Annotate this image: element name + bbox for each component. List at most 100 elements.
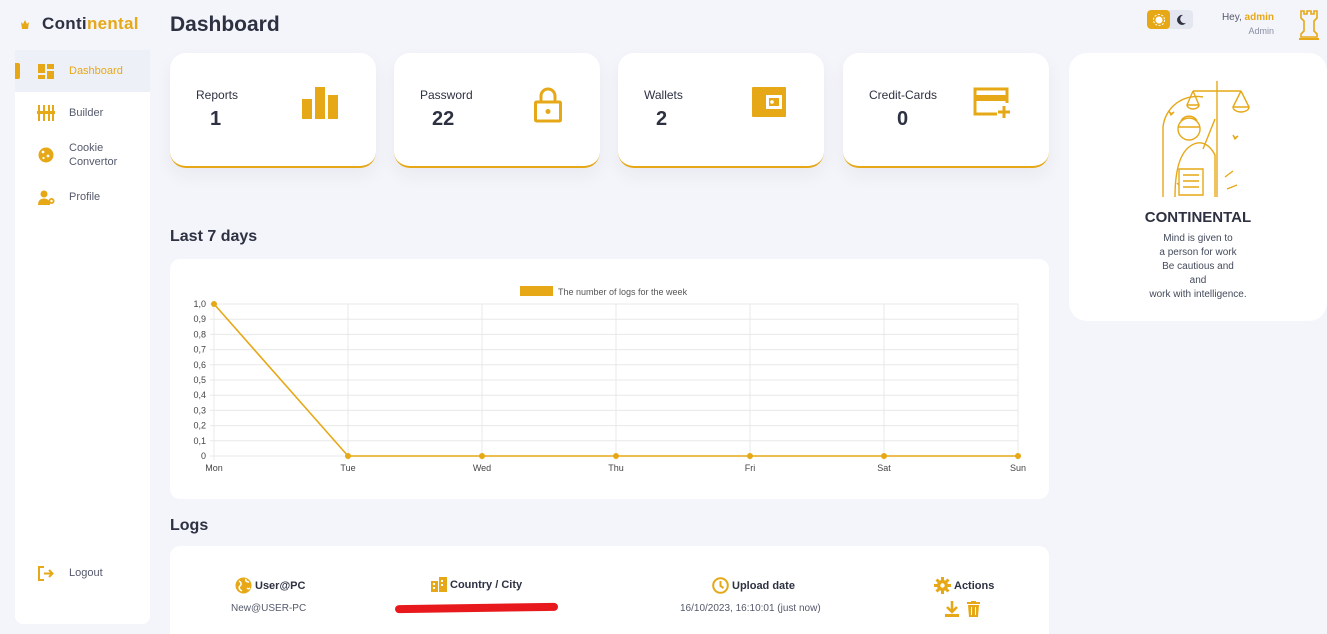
stat-card-password[interactable]: Password 22 (394, 53, 600, 168)
motto-line: and (1189, 275, 1207, 286)
sidebar-item-builder[interactable]: Builder (15, 92, 150, 134)
data-point (881, 453, 887, 459)
x-tick-label: Thu (608, 463, 624, 473)
motto-line: Be cautious and (1162, 261, 1234, 272)
column-header-label: Actions (954, 579, 995, 592)
moon-icon[interactable] (1170, 10, 1193, 29)
trash-icon[interactable] (967, 601, 980, 617)
y-tick-label: 0,4 (193, 390, 206, 400)
stat-card-reports[interactable]: Reports 1 (170, 53, 376, 168)
data-point (345, 453, 351, 459)
stat-label: Wallets (644, 88, 683, 102)
y-tick-label: 0,3 (193, 405, 206, 415)
stat-value: 0 (897, 108, 909, 130)
legend-label: The number of logs for the week (558, 287, 688, 297)
clock-icon (712, 577, 729, 594)
y-tick-label: 0,7 (193, 345, 206, 355)
profile-name: CONTINENTAL (1144, 209, 1252, 226)
user-greeting: Hey, admin Admin (1200, 12, 1274, 36)
username: admin (1244, 12, 1274, 23)
y-tick-label: 0,5 (193, 375, 206, 385)
lock-icon (534, 87, 562, 128)
x-tick-label: Wed (473, 463, 491, 473)
chart-card: 1,0 0,9 0,8 0,7 0,6 0,5 0,4 0,3 0,2 0,1 0 Mon Tue Wed… (170, 259, 1049, 499)
sun-icon[interactable] (1147, 10, 1170, 29)
stat-label: Credit-Cards (869, 88, 938, 102)
x-tick-label: Tue (340, 463, 355, 473)
data-point (479, 453, 485, 459)
motto-line: a person for work (1159, 247, 1237, 258)
profile-motto: Mind is given to a person for work Be ca… (1069, 232, 1327, 302)
y-tick-label: 1,0 (193, 299, 206, 309)
y-tick-label: 0,8 (193, 329, 206, 339)
column-header-actions: Actions (934, 577, 994, 594)
data-point (613, 453, 619, 459)
data-point (747, 453, 753, 459)
chart-section-title: Last 7 days (170, 228, 258, 245)
y-tick-label: 0,6 (193, 360, 206, 370)
logs-table: User@PC Country / City Upload date Actio… (170, 546, 1049, 634)
sidebar-item-cookie-convertor[interactable]: Cookie Convertor (15, 134, 150, 176)
cookie-icon (37, 146, 55, 164)
y-tick-label: 0,1 (193, 436, 206, 446)
bar-chart-icon (302, 87, 338, 124)
brand-name-part1: Conti (42, 14, 87, 33)
column-header-upload: Upload date (712, 577, 795, 594)
weekly-logs-chart: 1,0 0,9 0,8 0,7 0,6 0,5 0,4 0,3 0,2 0,1 0 Mon Tue Wed… (193, 286, 1026, 473)
sidebar-item-profile[interactable]: Profile (15, 176, 150, 218)
avatar[interactable] (1298, 9, 1320, 46)
motto-line: Mind is given to (1163, 233, 1233, 244)
user-role: Admin (1248, 26, 1274, 36)
sidebar-item-label: Profile (69, 191, 101, 203)
column-header-label: Upload date (732, 579, 795, 592)
sidebar-item-label: Cookie Convertor (69, 142, 118, 168)
logout-button[interactable]: Logout (15, 552, 150, 594)
x-tick-label: Sun (1010, 463, 1026, 473)
crown-icon (21, 20, 29, 29)
builder-icon (37, 104, 55, 122)
y-tick-label: 0,9 (193, 314, 206, 324)
stat-card-wallets[interactable]: Wallets 2 (618, 53, 824, 168)
stat-label: Password (420, 88, 473, 102)
sidebar-item-label: Builder (69, 107, 104, 119)
x-tick-label: Mon (205, 463, 223, 473)
globe-icon (235, 577, 252, 594)
stat-label: Reports (196, 88, 239, 102)
column-header-label: User@PC (255, 579, 306, 592)
wallet-icon (752, 87, 786, 122)
sidebar-item-label: Dashboard (69, 65, 123, 77)
brand-name-part2: nental (86, 14, 139, 33)
column-header-label: Country / City (450, 578, 523, 591)
dashboard-icon (37, 62, 55, 80)
motto-line: work with intelligence. (1149, 289, 1247, 300)
city-icon (431, 577, 447, 592)
download-icon[interactable] (945, 601, 959, 617)
sidebar-item-dashboard[interactable]: Dashboard (15, 50, 150, 92)
profile-card: CONTINENTAL Mind is given to a person fo… (1069, 53, 1327, 321)
stat-value: 1 (210, 108, 222, 130)
log-upload-cell: 16/10/2023, 16:10:01 (just now) (680, 603, 821, 614)
gear-icon (934, 577, 951, 594)
page-title: Dashboard (170, 13, 280, 36)
theme-toggle[interactable] (1147, 10, 1193, 29)
x-tick-label: Fri (745, 463, 756, 473)
redaction-mark (394, 602, 559, 614)
data-point (1015, 453, 1021, 459)
brand-logo[interactable]: Continental (20, 14, 139, 34)
sidebar: Dashboard Builder Cookie Convertor Profi… (15, 50, 150, 624)
stat-value: 22 (432, 108, 455, 130)
profile-icon (37, 188, 55, 206)
credit-card-add-icon (973, 87, 1011, 124)
stat-value: 2 (656, 108, 668, 130)
y-tick-label: 0,2 (193, 421, 206, 431)
lady-justice-illustration (1155, 77, 1255, 204)
legend-swatch (520, 286, 553, 296)
column-header-country: Country / City (431, 577, 522, 592)
greeting-text: Hey, (1221, 12, 1242, 23)
column-header-user: User@PC (235, 577, 305, 594)
chess-rook-icon (1299, 10, 1319, 40)
stat-card-credit-cards[interactable]: Credit-Cards 0 (843, 53, 1049, 168)
data-point (211, 301, 217, 307)
y-tick-label: 0 (201, 451, 206, 461)
logout-icon (37, 564, 55, 582)
